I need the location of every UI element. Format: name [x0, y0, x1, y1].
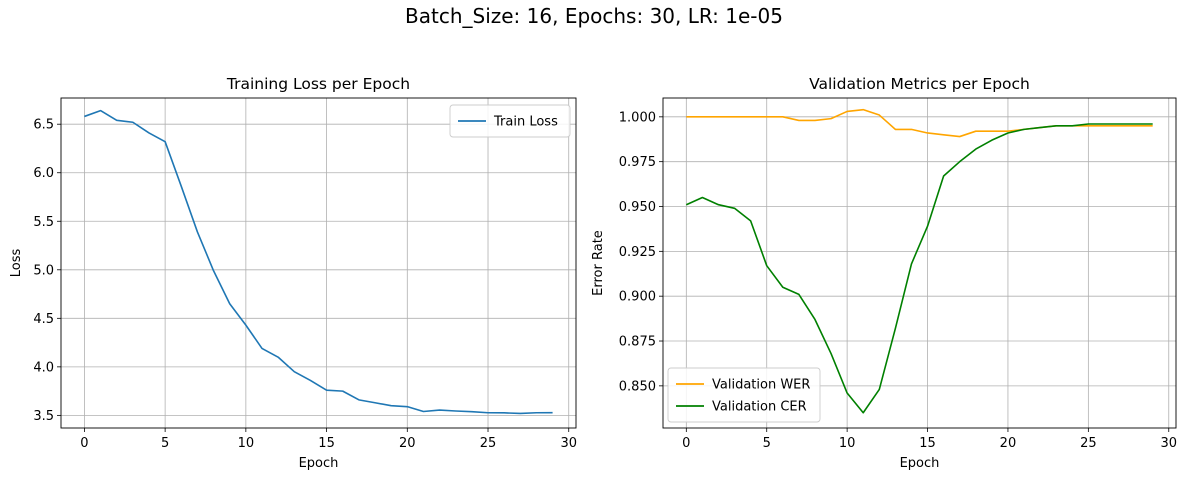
x-tick-label: 0 [682, 436, 690, 451]
chart-title: Validation Metrics per Epoch [809, 75, 1030, 93]
legend-label: Train Loss [493, 115, 558, 130]
x-tick-label: 30 [1160, 436, 1177, 451]
x-tick-label: 15 [919, 436, 936, 451]
series-line-train-loss [84, 109, 553, 415]
x-tick-label: 0 [80, 436, 88, 451]
y-tick-label: 5.0 [33, 263, 54, 278]
series-line-validation-cer [685, 123, 1153, 414]
y-tick-label: 5.5 [33, 215, 54, 230]
legend-box [667, 367, 821, 423]
y-tick-label: 0.925 [619, 245, 656, 260]
legend-label: Validation CER [712, 400, 807, 415]
x-tick-label: 25 [480, 436, 497, 451]
y-tick-label: 0.900 [619, 290, 656, 305]
x-tick-label: 20 [1000, 436, 1017, 451]
y-tick-label: 0.975 [619, 155, 656, 170]
series-line-validation-wer [686, 108, 1153, 138]
legend-label: Validation WER [712, 378, 810, 393]
y-tick-label: 1.000 [619, 110, 656, 125]
chart-panel-1: 0 5 10 15 20 25 30 3.5 4.0 4.5 5.0 5.5 6.0 6.5 Trainin… [9, 75, 577, 471]
legend-box [449, 104, 571, 138]
plot-frame [60, 97, 577, 429]
x-tick-label: 5 [763, 436, 771, 451]
x-tick-label: 20 [399, 436, 416, 451]
y-tick-label: 6.0 [33, 166, 54, 181]
y-tick-label: 3.5 [33, 409, 54, 424]
x-axis-label: Epoch [299, 456, 339, 471]
x-tick-label: 10 [839, 436, 856, 451]
x-tick-label: 25 [1080, 436, 1097, 451]
x-axis-label: Epoch [900, 456, 940, 471]
y-tick-label: 0.850 [619, 379, 656, 394]
y-tick-label: 4.5 [33, 312, 54, 327]
x-tick-label: 15 [318, 436, 335, 451]
y-tick-label: 0.950 [619, 200, 656, 215]
y-tick-label: 0.875 [619, 335, 656, 350]
y-tick-label: 6.5 [33, 118, 54, 133]
x-tick-label: 10 [238, 436, 255, 451]
plot-frame [662, 97, 1177, 429]
x-tick-label: 30 [560, 436, 577, 451]
y-axis-label: Loss [9, 249, 24, 278]
figure-title: Batch_Size: 16, Epochs: 30, LR: 1e-05 [405, 4, 783, 28]
y-axis-label: Error Rate [591, 230, 606, 296]
chart-panel-2: 0 5 10 15 20 25 30 0.850 0.875 0.900 0.925 0.950 0.9… [591, 75, 1177, 471]
x-tick-label: 5 [161, 436, 169, 451]
legend: Validation WER Validation CER [667, 367, 821, 423]
chart-title: Training Loss per Epoch [226, 75, 410, 93]
legend: Train Loss [449, 104, 571, 138]
y-tick-label: 4.0 [33, 360, 54, 375]
